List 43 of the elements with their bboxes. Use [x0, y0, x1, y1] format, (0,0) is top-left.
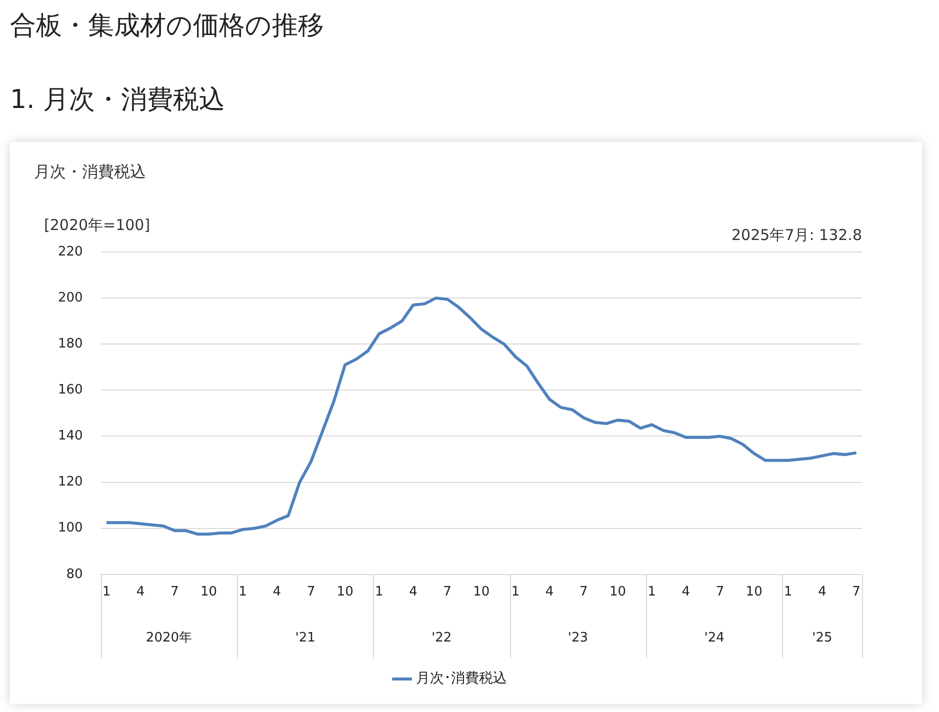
- x-tick-label: 10: [473, 584, 490, 600]
- x-tick-label: 4: [409, 584, 418, 600]
- text: '23: [568, 630, 588, 646]
- x-tick-label: 10: [336, 584, 354, 600]
- x-tick-label: 10: [609, 584, 626, 600]
- x-tick-label: 1: [102, 584, 111, 600]
- x-tick-label: 10: [746, 584, 762, 600]
- x-tick-label: 1: [375, 584, 384, 600]
- x-tick-label: 1: [784, 584, 792, 600]
- y-tick-label: 80: [66, 566, 83, 582]
- x-tick-label: 4: [818, 584, 826, 600]
- y-tick-label: 160: [58, 382, 83, 398]
- text: '22: [432, 630, 452, 646]
- y-tick-label: 180: [58, 336, 83, 352]
- x-tick-label: 1: [511, 584, 520, 600]
- chart-subtitle: 1. 月次・消費税込: [10, 84, 226, 117]
- x-tick-label: 7: [170, 584, 179, 600]
- y-tick-label: 200: [58, 290, 83, 306]
- x-tick-label: 4: [545, 584, 554, 600]
- x-tick-label: 7: [443, 584, 452, 600]
- chart-title: 合板・集成材の価格の推移: [10, 10, 324, 43]
- y-axis-title: [2020年=100]: [44, 216, 150, 234]
- legend-label: 月次･消費税込: [416, 670, 507, 687]
- y-tick-label: 220: [58, 244, 83, 260]
- x-tick-label: 1: [238, 584, 247, 600]
- x-tick-label: 7: [716, 584, 724, 600]
- x-tick-label: 4: [682, 584, 690, 600]
- x-tick-label: 4: [272, 584, 282, 600]
- text: '21: [295, 630, 316, 646]
- text: 月次・消費税込: [34, 162, 146, 183]
- y-tick-label: 120: [58, 474, 83, 490]
- y-tick-label: 100: [58, 520, 83, 536]
- x-tick-label: 4: [136, 584, 145, 600]
- text: 2020年: [146, 630, 192, 646]
- x-tick-label: 1: [648, 584, 656, 600]
- x-tick-label: 7: [852, 584, 860, 600]
- y-tick-label: 140: [58, 428, 83, 444]
- x-tick-label: 7: [580, 584, 588, 600]
- x-tick-label: 7: [306, 584, 316, 600]
- text: 2025年7月: 132.8: [732, 226, 862, 244]
- x-tick-label: 10: [200, 584, 218, 600]
- text: '24: [704, 630, 724, 646]
- text: '25: [812, 630, 832, 646]
